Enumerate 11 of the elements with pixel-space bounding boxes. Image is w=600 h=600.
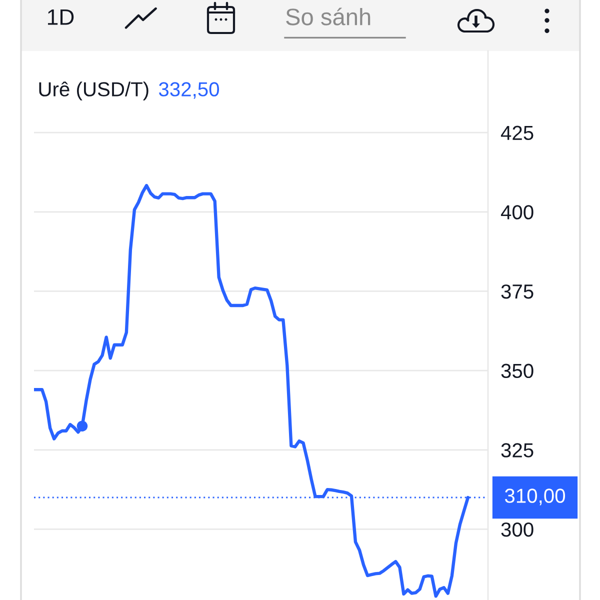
y-tick-label: 425 xyxy=(500,126,534,140)
y-tick-label: 400 xyxy=(500,205,534,220)
text: 1D xyxy=(48,9,74,25)
y-tick-label: 325 xyxy=(501,443,534,458)
y-tick-label: 350 xyxy=(501,364,534,378)
y-tick-label: 375 xyxy=(501,284,534,299)
text: So sánh xyxy=(286,8,370,26)
annotation: 332,50 xyxy=(158,82,220,99)
y-tick-label: 300 xyxy=(501,522,534,537)
ref-line-label: 310,00 xyxy=(504,488,566,506)
text: Urê (USD/T) xyxy=(39,82,148,100)
